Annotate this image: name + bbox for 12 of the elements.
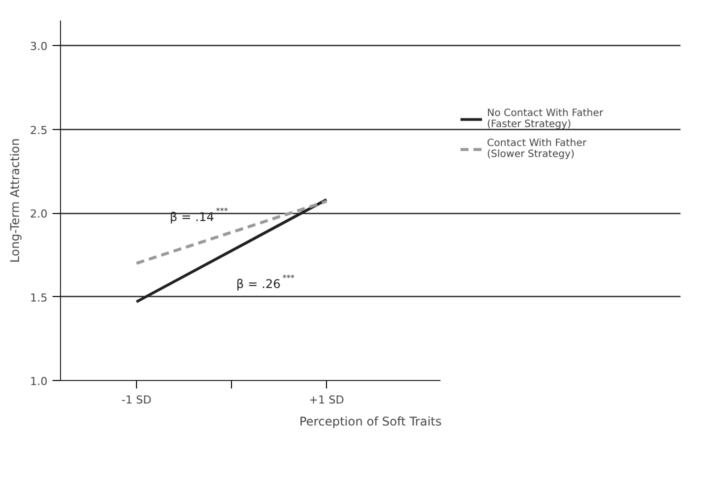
y-tick-label: 2.0 [30,208,48,221]
x-tick-label: +1 SD [308,394,344,406]
legend-label: Contact With Father (Slower Strategy) [487,138,586,160]
y-tick-label: 1.5 [30,291,48,304]
x-axis-title: Perception of Soft Traits [299,414,442,428]
legend-label: No Contact With Father (Faster Strategy) [487,108,604,130]
annotation: β = .26*** [236,274,294,292]
y-tick-label: 1.0 [30,375,48,388]
x-tick-label: -1 SD [122,394,152,406]
y-tick-label: 2.5 [30,124,48,137]
y-axis-title: Long-Term Attraction [8,138,22,263]
y-tick-label: 3.0 [30,40,48,54]
